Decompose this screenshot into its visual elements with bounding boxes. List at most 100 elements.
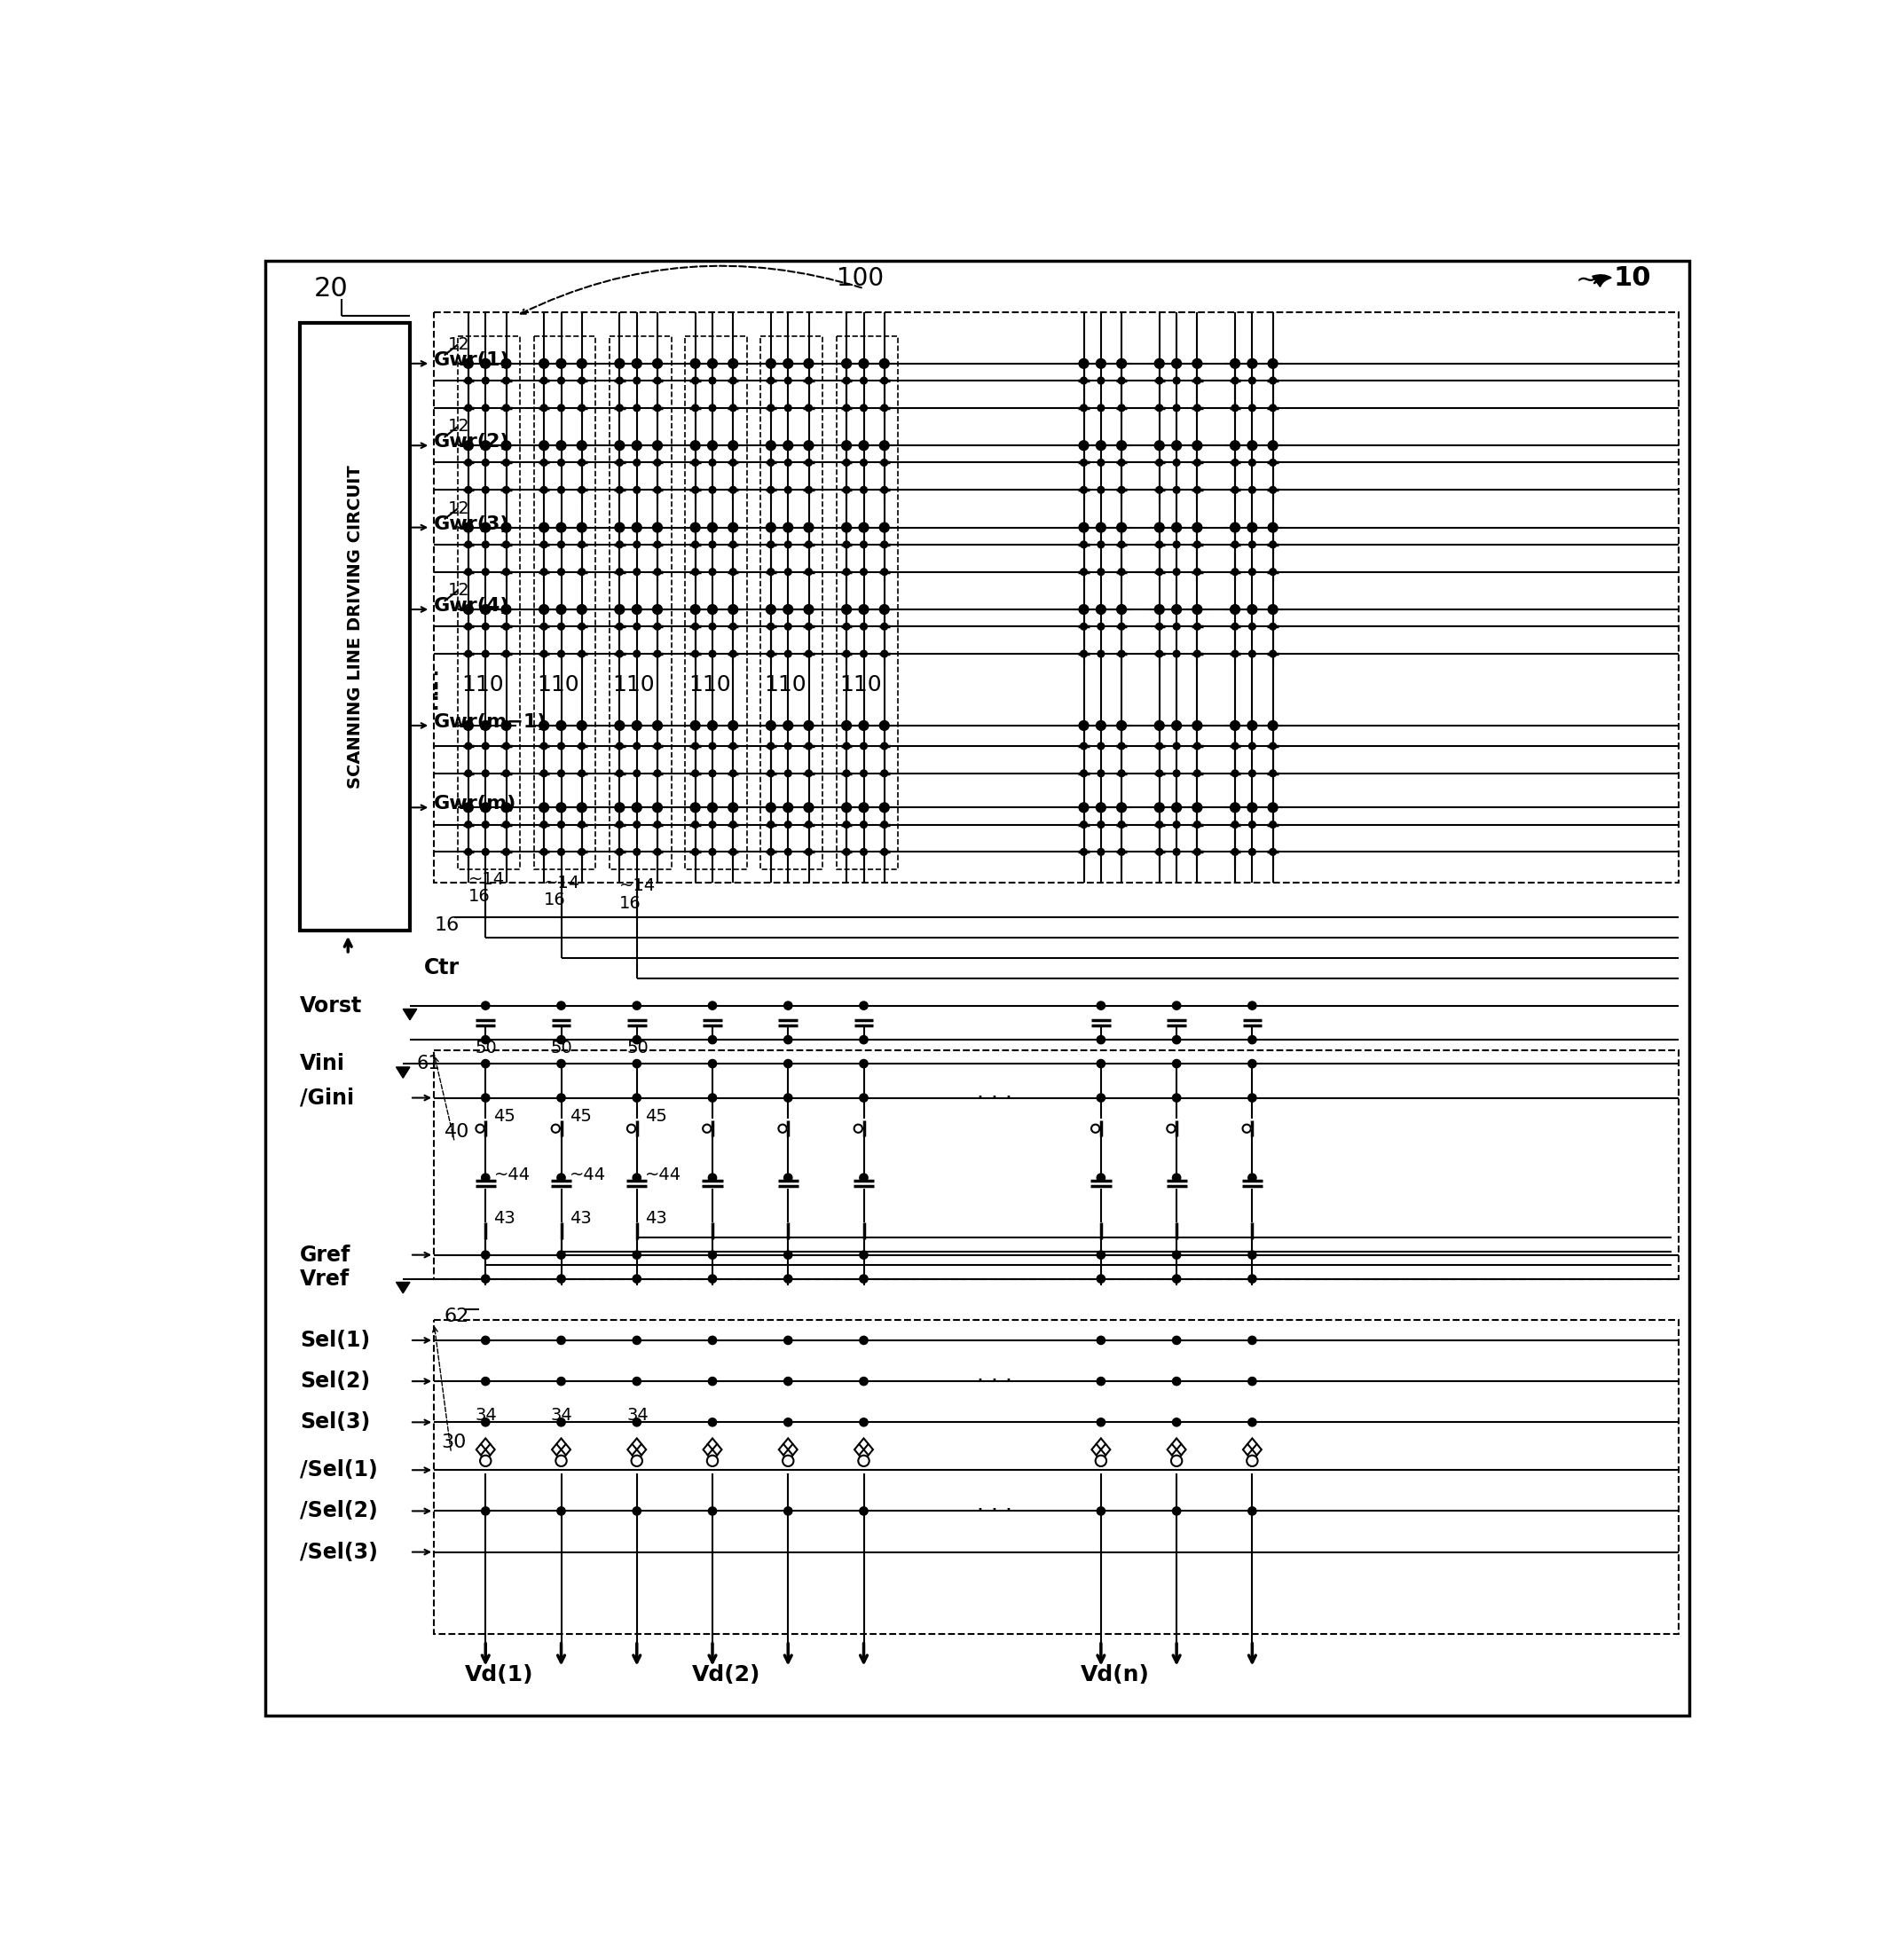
Circle shape	[632, 1377, 642, 1385]
Text: 110: 110	[689, 674, 731, 695]
Polygon shape	[396, 1282, 409, 1293]
Circle shape	[653, 803, 663, 812]
Circle shape	[861, 405, 866, 411]
Circle shape	[1118, 721, 1127, 730]
Circle shape	[767, 822, 775, 828]
Circle shape	[1171, 803, 1180, 812]
Circle shape	[579, 460, 585, 466]
Circle shape	[579, 487, 585, 493]
Circle shape	[1232, 623, 1238, 629]
Circle shape	[1118, 405, 1125, 411]
Circle shape	[579, 405, 585, 411]
Text: Vd(1): Vd(1)	[465, 1664, 533, 1685]
Circle shape	[558, 849, 565, 855]
Circle shape	[1173, 1251, 1180, 1258]
Circle shape	[482, 1060, 489, 1068]
Text: 30: 30	[442, 1434, 466, 1451]
Text: 110: 110	[461, 674, 505, 695]
Circle shape	[1249, 1418, 1257, 1426]
Circle shape	[805, 378, 813, 384]
Text: 43: 43	[569, 1210, 592, 1227]
Circle shape	[503, 849, 510, 855]
Circle shape	[634, 487, 640, 493]
Circle shape	[556, 1455, 567, 1467]
Circle shape	[880, 358, 889, 368]
Circle shape	[558, 822, 565, 828]
Circle shape	[541, 378, 548, 384]
Circle shape	[615, 440, 625, 450]
Circle shape	[1097, 742, 1104, 750]
Circle shape	[558, 651, 565, 656]
Circle shape	[1097, 651, 1104, 656]
Circle shape	[1171, 440, 1180, 450]
Circle shape	[482, 1093, 489, 1103]
Circle shape	[708, 1173, 716, 1182]
Circle shape	[882, 405, 887, 411]
Circle shape	[653, 487, 661, 493]
Circle shape	[859, 1508, 868, 1516]
Circle shape	[579, 822, 585, 828]
Circle shape	[727, 358, 739, 368]
Circle shape	[1232, 460, 1238, 466]
Circle shape	[765, 358, 775, 368]
Circle shape	[1249, 405, 1255, 411]
Text: 16: 16	[545, 892, 565, 908]
Circle shape	[482, 1251, 489, 1258]
Circle shape	[861, 651, 866, 656]
Circle shape	[1230, 522, 1240, 532]
Circle shape	[767, 542, 775, 547]
Circle shape	[859, 604, 868, 614]
Circle shape	[1118, 849, 1125, 855]
Circle shape	[691, 604, 701, 614]
Circle shape	[1118, 604, 1127, 614]
Bar	[459, 337, 520, 869]
Circle shape	[1118, 651, 1125, 656]
Circle shape	[843, 569, 849, 575]
Circle shape	[861, 742, 866, 750]
Circle shape	[729, 378, 737, 384]
Circle shape	[1156, 769, 1163, 777]
Text: /Sel(2): /Sel(2)	[301, 1500, 377, 1521]
Text: Gwr(m): Gwr(m)	[434, 795, 516, 812]
Circle shape	[859, 803, 868, 812]
Circle shape	[1080, 604, 1089, 614]
Circle shape	[1194, 460, 1201, 466]
Circle shape	[632, 522, 642, 532]
Circle shape	[805, 769, 813, 777]
Circle shape	[579, 623, 585, 629]
Circle shape	[1249, 460, 1255, 466]
Circle shape	[1080, 542, 1087, 547]
Circle shape	[1097, 358, 1106, 368]
Circle shape	[558, 769, 565, 777]
Circle shape	[708, 604, 718, 614]
Circle shape	[634, 378, 640, 384]
Circle shape	[480, 440, 491, 450]
Circle shape	[727, 803, 739, 812]
Circle shape	[767, 651, 775, 656]
Circle shape	[617, 378, 623, 384]
Text: SCANNING LINE DRIVING CIRCUIT: SCANNING LINE DRIVING CIRCUIT	[347, 466, 364, 789]
Circle shape	[482, 378, 489, 384]
Circle shape	[482, 487, 489, 493]
Circle shape	[632, 1251, 642, 1258]
Circle shape	[880, 522, 889, 532]
Text: Vd(2): Vd(2)	[691, 1664, 760, 1685]
Polygon shape	[1091, 1438, 1110, 1461]
Circle shape	[634, 849, 640, 855]
Circle shape	[1192, 604, 1201, 614]
Circle shape	[783, 604, 792, 614]
Circle shape	[691, 803, 701, 812]
Circle shape	[727, 604, 739, 614]
Circle shape	[1097, 822, 1104, 828]
Circle shape	[1194, 742, 1201, 750]
Circle shape	[1080, 803, 1089, 812]
Circle shape	[1270, 849, 1276, 855]
Text: Gref: Gref	[301, 1245, 350, 1266]
Circle shape	[708, 651, 716, 656]
Circle shape	[843, 769, 849, 777]
Circle shape	[1173, 542, 1180, 547]
Circle shape	[767, 849, 775, 855]
Circle shape	[880, 440, 889, 450]
Circle shape	[1118, 569, 1125, 575]
Circle shape	[1156, 487, 1163, 493]
